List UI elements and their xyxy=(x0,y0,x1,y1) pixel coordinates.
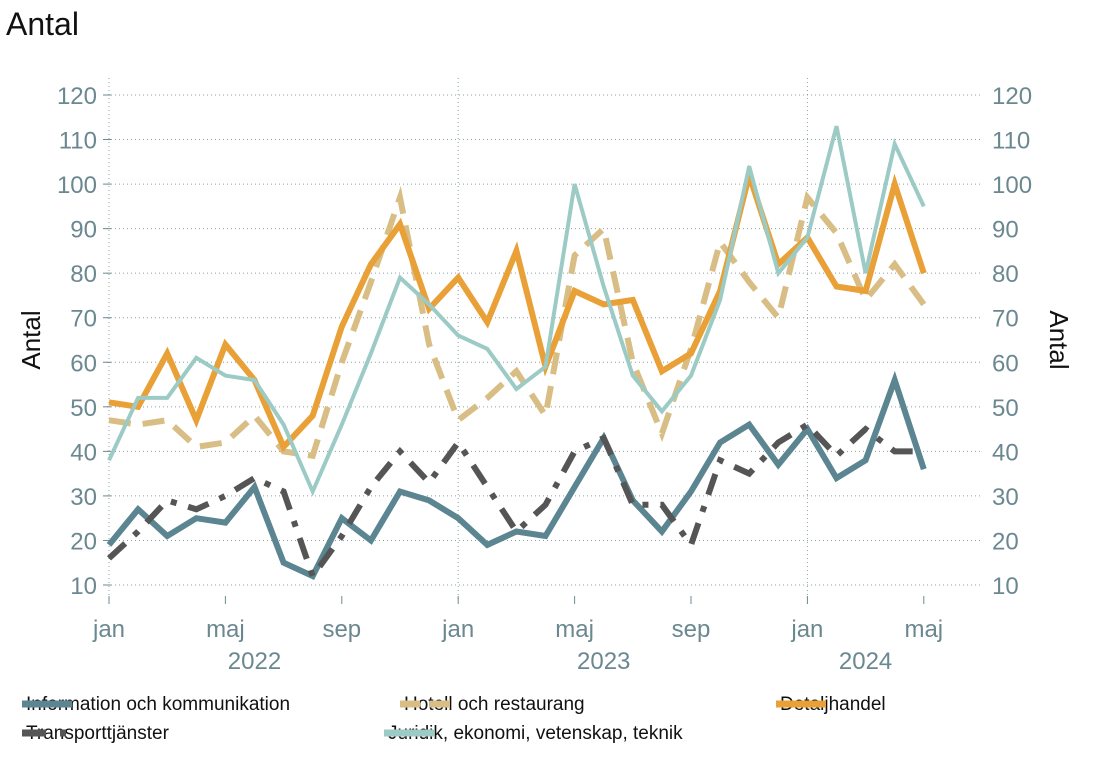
y-tick-label-right: 80 xyxy=(992,261,1019,288)
y-tick-label-right: 30 xyxy=(992,484,1019,511)
series-line-0 xyxy=(106,370,927,581)
y-tick-label-right: 50 xyxy=(992,395,1019,422)
series-lines xyxy=(106,125,927,583)
y-tick-label-left: 100 xyxy=(57,172,97,199)
x-tick-label: jan xyxy=(92,616,125,643)
y-tick-label-right: 120 xyxy=(992,83,1032,110)
y-axis-title-right: Antal xyxy=(1044,310,1074,369)
legend-label: Juridik, ekonomi, vetenskap, teknik xyxy=(388,723,683,744)
legend-swatch xyxy=(776,700,826,708)
x-year-label: 2023 xyxy=(577,648,630,675)
x-year-label: 2022 xyxy=(228,648,281,675)
x-tick-label: sep xyxy=(322,616,361,643)
y-tick-label-left: 30 xyxy=(70,484,97,511)
y-tick-label-left: 10 xyxy=(70,573,97,600)
x-tick-label: maj xyxy=(555,616,594,643)
x-tick-label: jan xyxy=(441,616,474,643)
legend-swatch xyxy=(400,700,450,708)
legend-label: Detaljhandel xyxy=(780,694,886,715)
legend-label: Transporttjänster xyxy=(26,723,169,744)
y-tick-label-left: 110 xyxy=(59,128,97,155)
series-line-4 xyxy=(107,125,926,497)
series-line-3 xyxy=(106,420,924,583)
y-tick-label-right: 40 xyxy=(992,439,1019,466)
y-tick-label-left: 60 xyxy=(70,350,97,377)
y-tick-label-right: 110 xyxy=(992,128,1030,155)
x-tick-label: maj xyxy=(206,616,245,643)
legend-item-detaljhandel: Detaljhandel xyxy=(776,694,886,716)
y-tick-label-right: 70 xyxy=(992,306,1019,333)
legend-item-information: Information och kommunikation xyxy=(22,694,290,716)
y-tick-label-left: 120 xyxy=(57,83,97,110)
y-tick-label-right: 10 xyxy=(992,573,1019,600)
legend-item-juridik: Juridik, ekonomi, vetenskap, teknik xyxy=(384,723,683,745)
y-tick-label-right: 20 xyxy=(992,528,1019,555)
x-tick-label: maj xyxy=(904,616,943,643)
x-tick-label: sep xyxy=(672,616,711,643)
page-title: Antal xyxy=(6,6,79,42)
legend-label: Hotell och restaurang xyxy=(404,694,585,715)
y-tick-label-left: 50 xyxy=(70,395,97,422)
series-line-1 xyxy=(108,186,927,460)
legend-swatch xyxy=(22,700,72,708)
axes xyxy=(103,94,925,604)
y-tick-label-right: 100 xyxy=(992,172,1032,199)
x-year-label: 2024 xyxy=(839,648,892,675)
legend-swatch xyxy=(384,729,434,737)
y-tick-label-left: 20 xyxy=(70,528,97,555)
axis-labels: 10 10 20 20 30 30 40 40 50 50 60 60 70 70 80 80 90 90 100 1… xyxy=(16,83,1074,675)
y-axis-title-left: Antal xyxy=(16,310,46,369)
y-tick-label-left: 90 xyxy=(70,217,97,244)
legend-item-transport: Transporttjänster xyxy=(22,723,169,745)
y-tick-label-right: 60 xyxy=(992,350,1019,377)
legend-item-hotell: Hotell och restaurang xyxy=(400,694,585,716)
legend-label: Information och kommunikation xyxy=(26,694,291,715)
legend-swatch xyxy=(22,729,72,737)
y-tick-label-right: 90 xyxy=(992,217,1019,244)
y-tick-label-left: 70 xyxy=(70,306,97,333)
y-tick-label-left: 40 xyxy=(70,439,97,466)
x-tick-label: jan xyxy=(790,616,823,643)
grid-lines xyxy=(107,78,980,600)
series-line-2 xyxy=(108,164,927,453)
y-tick-label-left: 80 xyxy=(70,261,97,288)
